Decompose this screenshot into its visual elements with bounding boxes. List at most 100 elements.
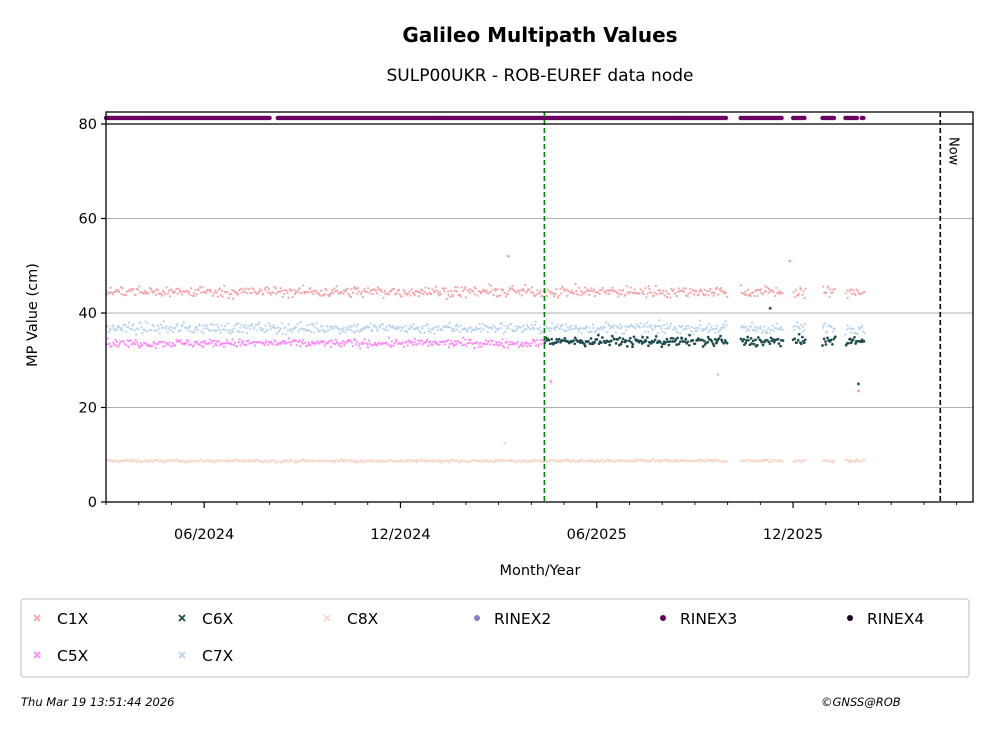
legend-marker-rinex4 <box>847 615 853 621</box>
data-point-c6x <box>589 337 593 340</box>
data-point-c5x <box>480 345 483 348</box>
data-point-c7x <box>245 332 248 335</box>
data-point-c7x <box>286 329 289 332</box>
data-point-c7x <box>672 328 675 331</box>
data-point-c7x <box>660 327 663 330</box>
data-point-c7x <box>373 324 376 327</box>
data-point-c7x <box>158 332 161 335</box>
data-point-c1x <box>545 294 548 297</box>
data-point-c7x <box>698 319 702 322</box>
data-point-c7x <box>503 324 506 327</box>
data-point-c1x <box>409 294 412 297</box>
data-point-c7x <box>605 331 608 334</box>
data-point-c7x <box>139 321 142 324</box>
data-point-c1x <box>342 292 345 295</box>
data-point-c5x <box>277 343 280 346</box>
data-point-c7x <box>305 330 308 333</box>
data-point-c1x <box>716 293 720 296</box>
data-point-c7x <box>299 320 302 324</box>
data-point-c1x <box>269 293 272 296</box>
data-point-c5x <box>448 342 451 346</box>
rinex-strip <box>103 115 866 121</box>
data-point-c1x <box>176 292 179 295</box>
data-point-c8x <box>833 460 837 463</box>
data-point-c5x <box>525 345 529 348</box>
data-point-c7x <box>674 327 678 330</box>
data-point-c1x <box>458 293 461 296</box>
data-point-c8x <box>225 459 228 462</box>
data-point-c5x <box>374 341 377 344</box>
data-point-c5x <box>375 344 378 347</box>
data-point-c7x <box>647 330 650 334</box>
data-point-c7x <box>562 328 565 331</box>
data-point-c7x <box>432 327 435 330</box>
data-point-c1x <box>449 289 452 292</box>
data-point-c5x <box>179 339 182 342</box>
data-point-c1x <box>702 294 706 297</box>
data-point-c5x <box>453 343 456 347</box>
data-point-c1x <box>496 288 499 291</box>
data-point-c8x <box>573 459 576 462</box>
data-point-c7x <box>609 327 612 330</box>
data-point-c8x <box>522 459 525 462</box>
data-point-c5x <box>317 341 320 344</box>
data-point-c7x <box>631 325 634 328</box>
legend-label-c1x: C1X <box>57 610 89 628</box>
data-point-c1x <box>298 287 301 290</box>
data-point-c7x <box>419 331 422 334</box>
data-point-c5x <box>489 343 492 346</box>
data-point-c1x <box>221 289 224 293</box>
data-point-c5x <box>253 344 256 347</box>
data-point-c1x <box>194 288 197 291</box>
data-point-c1x <box>375 292 378 295</box>
data-point-c8x <box>776 460 780 463</box>
data-point-c8x <box>704 458 708 461</box>
data-point-c8x <box>157 458 160 461</box>
data-point-c1x <box>653 291 656 294</box>
chart-subtitle: SULP00UKR - ROB-EUREF data node <box>387 66 694 86</box>
data-point-c6x <box>627 339 631 343</box>
data-point-c1x <box>624 293 627 296</box>
data-point-c1x <box>465 296 468 299</box>
data-point-c5x <box>500 342 503 345</box>
data-point-c7x <box>643 330 647 333</box>
data-point-c7x <box>748 329 751 332</box>
data-point-c1x <box>506 293 509 296</box>
data-point-c5x <box>345 341 348 344</box>
data-point-c1x <box>398 293 401 296</box>
data-point-c1x <box>248 288 251 291</box>
data-point-c5x <box>463 343 466 346</box>
data-point-c1x <box>315 291 318 294</box>
data-point-c1x <box>853 292 856 295</box>
data-point-c1x <box>761 293 765 296</box>
data-point-c7x <box>559 327 562 330</box>
data-point-c5x <box>106 337 109 340</box>
data-point-c7x <box>856 333 859 336</box>
data-point-c1x <box>297 289 300 292</box>
data-point-c7x <box>335 325 338 328</box>
data-point-c7x <box>264 324 267 327</box>
data-point-c1x <box>603 290 606 293</box>
data-point-c1x <box>370 289 373 292</box>
data-point-c1x <box>177 287 180 290</box>
data-point-c5x <box>435 341 438 344</box>
data-point-c6x <box>760 340 764 344</box>
data-point-c8x <box>304 458 307 461</box>
data-point-c1x <box>214 289 217 292</box>
data-point-c1x <box>708 289 711 292</box>
data-point-c1x <box>703 288 707 291</box>
data-point-c1x <box>659 289 662 292</box>
data-point-c7x <box>408 328 411 331</box>
data-point-c1x <box>794 289 797 292</box>
data-point-c6x <box>597 342 601 346</box>
data-point-c1x <box>209 290 212 293</box>
data-point-c8x <box>369 459 372 462</box>
data-point-c1x <box>463 288 466 291</box>
data-point-c1x <box>165 286 168 289</box>
data-point-c7x <box>296 322 299 326</box>
data-point-c7x <box>269 325 272 328</box>
data-point-c5x <box>534 344 538 347</box>
data-point-c7x <box>133 329 136 332</box>
data-point-c6x <box>612 337 616 341</box>
data-point-c8x <box>767 458 770 461</box>
